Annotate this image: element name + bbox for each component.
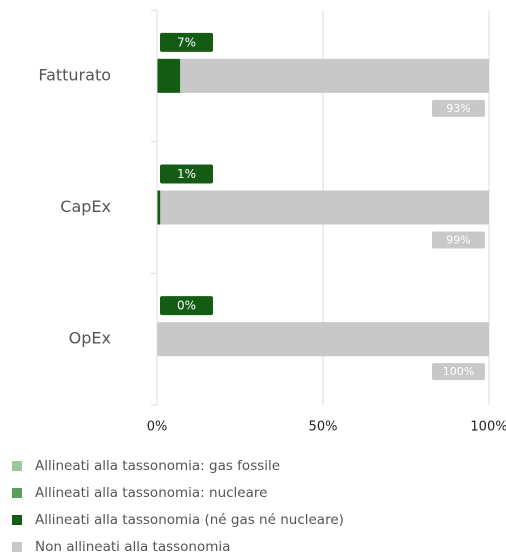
legend-label: Allineati alla tassonomia: gas fossile	[35, 458, 280, 474]
data-label-box	[432, 363, 485, 381]
data-label: 7%	[177, 35, 196, 49]
legend-label: Non allineati alla tassonomia	[35, 539, 230, 555]
x-tick-label: 50%	[309, 420, 338, 435]
legend-label: Allineati alla tassonomia: nucleare	[35, 485, 267, 501]
data-label: 93%	[446, 102, 470, 115]
legend-swatch	[12, 461, 22, 471]
legend-swatch	[12, 488, 22, 498]
data-label-box	[432, 99, 485, 117]
x-tick-label: 100%	[470, 420, 506, 435]
bar	[157, 190, 161, 225]
data-label-box	[160, 32, 213, 52]
y-tick-label: Fatturato	[38, 65, 111, 84]
bar	[180, 58, 490, 93]
data-label: 1%	[177, 167, 196, 181]
legend-label: Allineati alla tassonomia (né gas né nuc…	[35, 512, 344, 528]
legend-swatch	[12, 515, 22, 525]
bar	[160, 190, 489, 225]
data-label-box	[432, 231, 485, 249]
data-label: 100%	[443, 365, 474, 378]
data-label-box	[160, 296, 213, 316]
data-label-box	[160, 164, 213, 184]
y-tick-label: OpEx	[69, 329, 111, 348]
bar	[157, 322, 489, 357]
y-tick-label: CapEx	[60, 197, 111, 216]
bar	[157, 58, 181, 93]
legend-swatch	[12, 542, 22, 552]
data-label: 99%	[446, 234, 470, 247]
x-tick-label: 0%	[147, 420, 168, 435]
data-label: 0%	[177, 299, 196, 313]
